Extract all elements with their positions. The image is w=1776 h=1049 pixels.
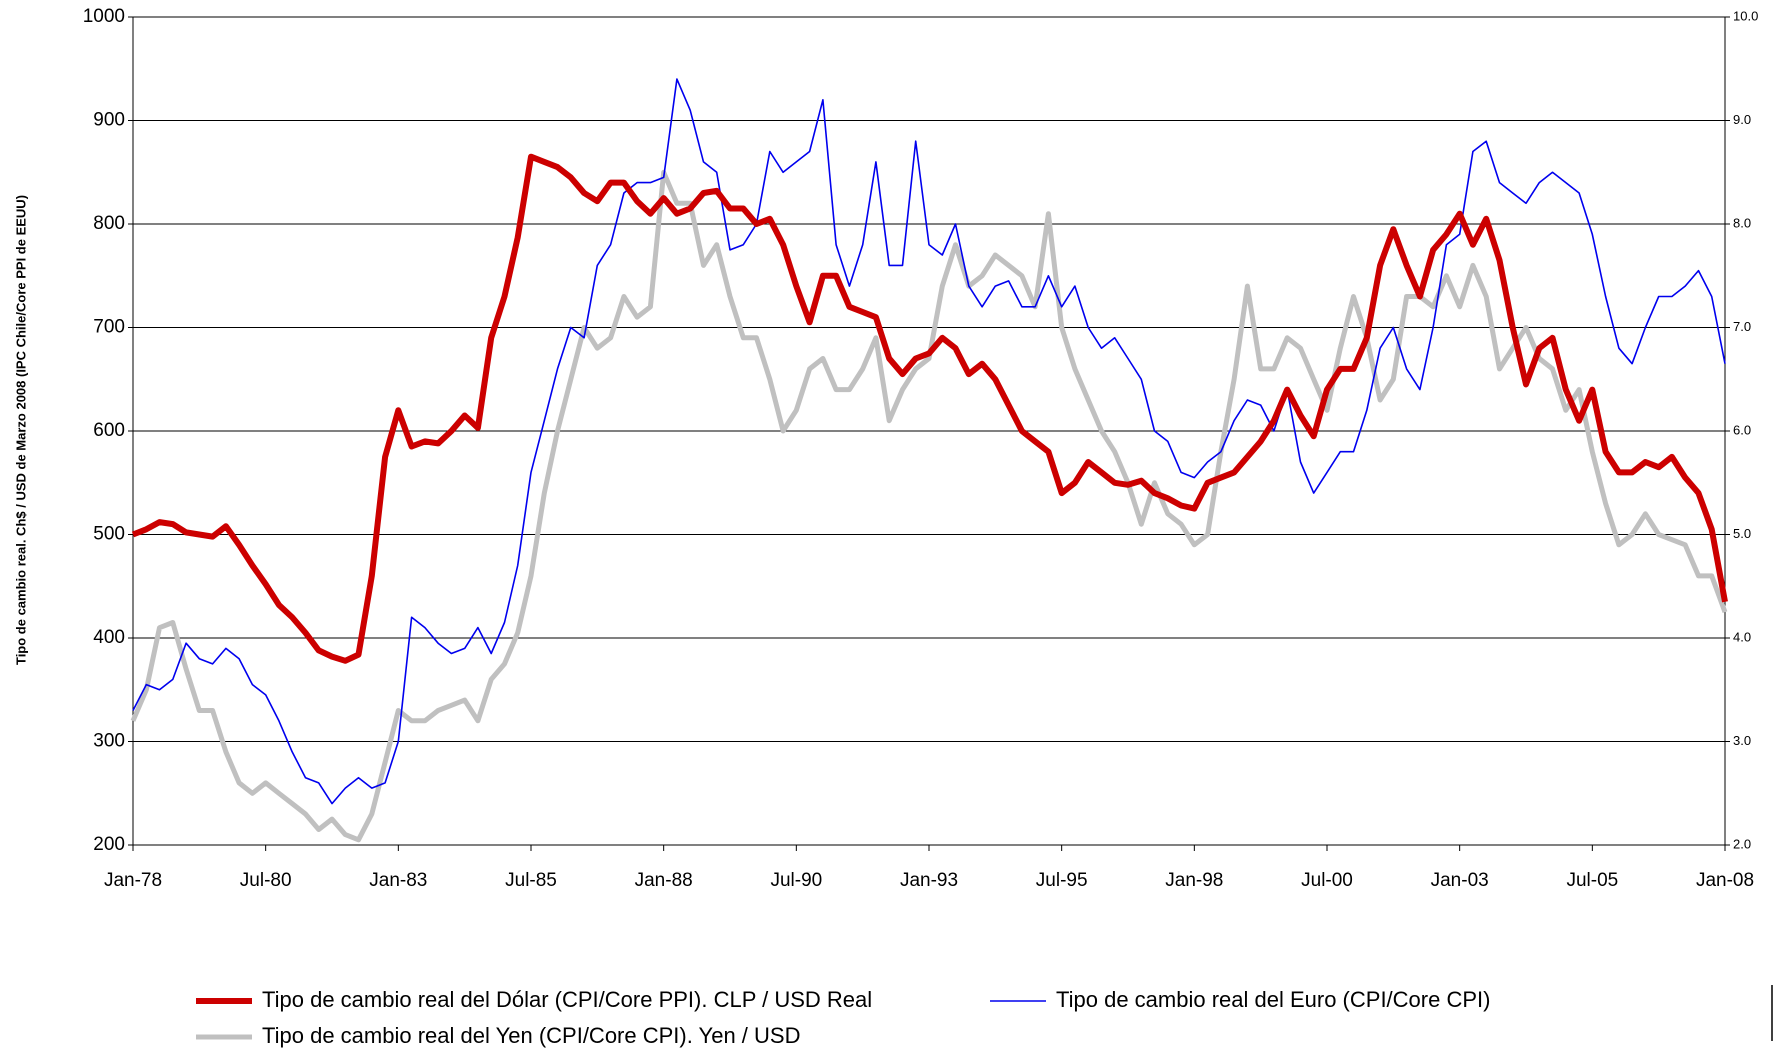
x-tick-label: Jul-95	[1036, 870, 1088, 891]
x-tick-label: Jul-05	[1566, 870, 1618, 891]
legend-label: Tipo de cambio real del Dólar (CPI/Core …	[262, 987, 872, 1012]
x-tick-label: Jul-00	[1301, 870, 1353, 891]
y-tick-label: 800	[93, 213, 125, 234]
x-tick-label: Jan-88	[635, 870, 693, 891]
series-line	[130, 169, 1728, 843]
y-tick-label: 900	[93, 110, 125, 131]
x-tick-label: Jan-98	[1165, 870, 1223, 891]
y-tick-label: 700	[93, 317, 125, 338]
y-tick-label: 300	[93, 731, 125, 752]
y2-tick-label: 10.0	[1733, 8, 1758, 23]
y2-tick-label: 6.0	[1733, 422, 1751, 437]
x-tick-label: Jan-93	[900, 870, 958, 891]
x-tick-label: Jul-80	[240, 870, 292, 891]
series-line	[131, 153, 1728, 664]
y-axis-title: Tipo de cambio real. Ch$ / USD de Marzo …	[13, 195, 28, 665]
y-tick-label: 500	[93, 524, 125, 545]
x-tick-label: Jan-08	[1696, 870, 1754, 891]
y2-tick-label: 4.0	[1733, 629, 1751, 644]
x-tick-label: Jul-90	[770, 870, 822, 891]
y2-tick-label: 3.0	[1733, 733, 1751, 748]
legend-label: Tipo de cambio real del Yen (CPI/Core CP…	[262, 1023, 800, 1048]
y2-tick-label: 7.0	[1733, 319, 1751, 334]
x-tick-label: Jan-78	[104, 870, 162, 891]
x-tick-label: Jan-03	[1431, 870, 1489, 891]
y2-tick-label: 9.0	[1733, 112, 1751, 127]
x-tick-label: Jul-85	[505, 870, 557, 891]
y-tick-label: 200	[93, 834, 125, 855]
y2-tick-label: 5.0	[1733, 526, 1751, 541]
y-tick-label: 600	[93, 420, 125, 441]
y2-tick-label: 8.0	[1733, 215, 1751, 230]
y-tick-label: 1000	[83, 6, 125, 27]
legend-label: Tipo de cambio real del Euro (CPI/Core C…	[1056, 987, 1490, 1012]
y2-tick-label: 2.0	[1733, 836, 1751, 851]
series-line	[132, 78, 1726, 805]
y-tick-label: 400	[93, 627, 125, 648]
x-tick-label: Jan-83	[369, 870, 427, 891]
